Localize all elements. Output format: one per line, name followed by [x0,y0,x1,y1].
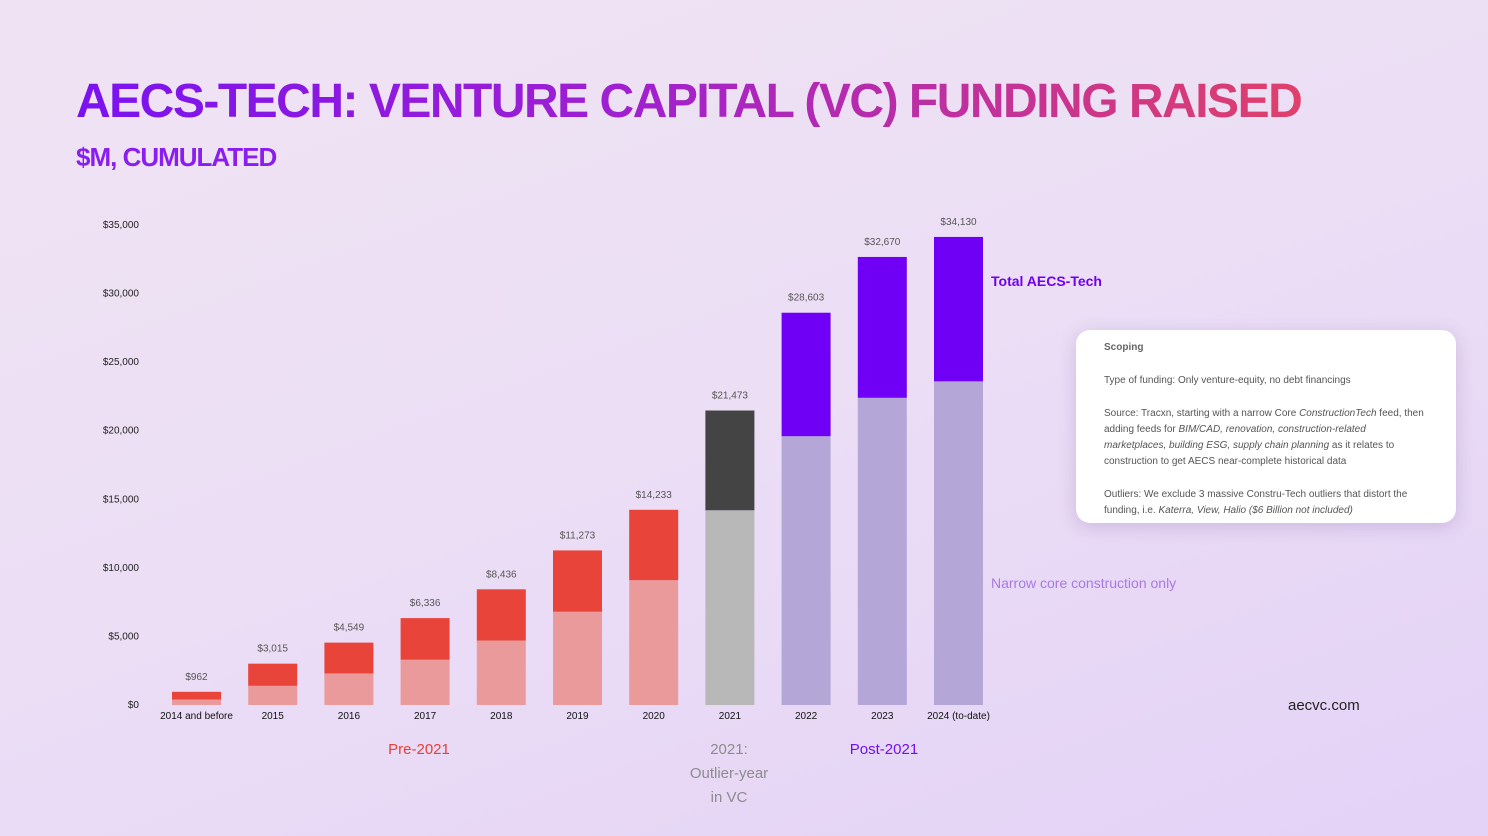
bar-narrow-core [172,699,221,705]
y-tick-label: $5,000 [108,631,139,642]
y-tick-label: $0 [128,700,140,711]
chart-title: AECS-TECH: VENTURE CAPITAL (VC) FUNDING … [76,75,1303,128]
scoping-source-text: as it relates to construction to get AEC… [1104,440,1395,467]
bar-total-aecs [324,642,374,674]
legend-narrow-label: Narrow core construction only [991,575,1177,591]
group-label-line: 2021: [710,741,748,758]
bar-narrow-core [781,436,831,705]
bar-value-label: $21,473 [712,391,749,402]
bar-narrow-core [324,673,374,705]
scoping-title: Scoping [1104,342,1144,353]
bar-narrow-core [705,510,755,705]
bar-value-label: $4,549 [334,623,365,634]
group-label-line: in VC [710,789,748,806]
scoping-funding-type: Type of funding: Only venture-equity, no… [1104,375,1351,386]
group-label-line: Outlier-year [689,765,769,782]
x-tick-label: 2016 [338,711,361,722]
bar-value-label: $962 [185,672,208,683]
bar-total-aecs [400,618,450,660]
x-tick-label: 2020 [643,711,666,722]
group-label-pre-2021: Pre-2021 [388,741,450,758]
scoping-card: Scoping Type of funding: Only venture-eq… [1076,330,1456,523]
scoping-outliers-text: Outliers: We exclude 3 massive Constru-T… [1104,489,1408,516]
bar-total-aecs [857,256,907,398]
bar-total-aecs [553,550,602,612]
legend-total-label: Total AECS-Tech [991,273,1102,289]
bar-total-aecs [934,236,983,382]
y-tick-label: $20,000 [103,426,140,437]
x-tick-label: 2015 [262,711,285,722]
scoping-source-text: feed, then adding feeds for [1104,408,1424,435]
bar-value-label: $28,603 [788,293,825,304]
bar-value-label: $14,233 [636,490,673,501]
bar-value-label: $3,015 [257,644,288,655]
bar-total-aecs [781,312,831,437]
bar-total-aecs [629,509,679,581]
x-tick-label: 2024 (to-date) [927,711,990,722]
y-tick-label: $25,000 [103,357,140,368]
bar-value-label: $11,273 [560,530,596,541]
y-tick-label: $35,000 [103,220,140,231]
x-tick-label: 2022 [795,711,818,722]
x-tick-label: 2018 [490,711,513,722]
x-tick-label: 2017 [414,711,437,722]
bar-value-label: $34,130 [940,217,977,228]
bar-total-aecs [172,691,221,700]
bar-value-label: $6,336 [410,598,441,609]
bar-narrow-core [553,611,602,705]
bar-value-label: $32,670 [864,237,901,248]
x-tick-label: 2014 and before [160,711,233,722]
scoping-source-em: BIM/CAD, renovation, construction-relate… [1104,424,1366,451]
bar-narrow-core [934,381,983,705]
bar-total-aecs [705,410,755,511]
y-tick-label: $15,000 [103,494,140,505]
scoping-source-text: Source: Tracxn, starting with a narrow C… [1104,408,1300,419]
bar-total-aecs [248,663,298,686]
chart-subtitle: $M, CUMULATED [76,142,277,172]
x-tick-label: 2019 [566,711,589,722]
scoping-outliers: Outliers: We exclude 3 massive Constru-T… [1104,487,1428,519]
group-label-post-2021: Post-2021 [849,741,919,758]
group-label-2021-outlier: 2021: Outlier-year in VC [668,738,790,810]
bar-narrow-core [476,640,526,705]
bar-narrow-core [400,659,450,705]
y-tick-label: $30,000 [103,289,140,300]
y-tick-label: $10,000 [103,563,140,574]
scoping-source: Source: Tracxn, starting with a narrow C… [1104,406,1428,470]
scoping-outliers-em: Katerra, View, Halio ($6 Billion not inc… [1158,505,1353,516]
bar-narrow-core [629,580,679,705]
scoping-source-em: ConstructionTech [1299,408,1377,419]
bar-total-aecs [476,589,526,641]
source-url[interactable]: aecvc.com [1288,697,1360,714]
bar-value-label: $8,436 [486,569,517,580]
x-tick-label: 2021 [719,711,742,722]
bar-narrow-core [857,397,907,705]
x-tick-label: 2023 [871,711,894,722]
bar-narrow-core [248,685,298,705]
